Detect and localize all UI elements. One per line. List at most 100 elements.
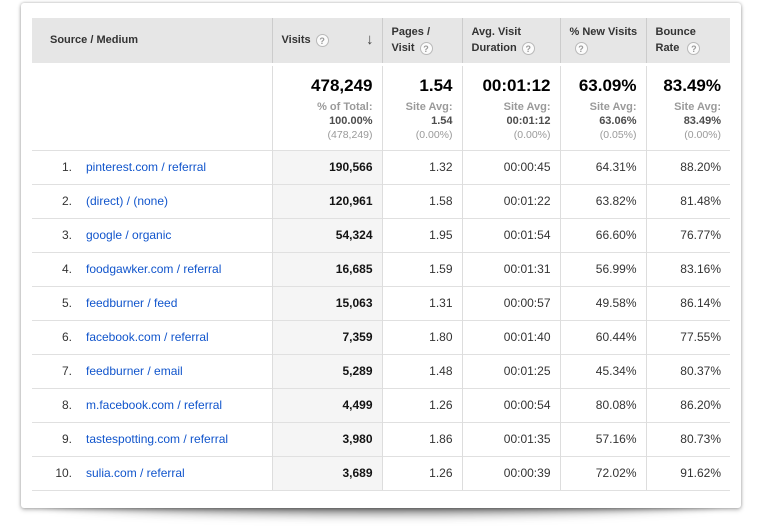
pages-per-visit-cell: 1.26 (381, 387, 462, 423)
avg-visit-duration-cell: 00:01:25 (461, 353, 560, 389)
column-header-bounce-rate[interactable]: Bounce Rate ? (645, 18, 730, 66)
source-medium-cell: 4. foodgawker.com / referral (32, 251, 272, 287)
source-medium-link[interactable]: google / organic (86, 228, 172, 243)
row-rank: 4. (61, 262, 72, 277)
table-row: 2. (direct) / (none) 120,961 1.58 00:01:2… (32, 183, 730, 219)
source-medium-cell: 6. facebook.com / referral (32, 319, 272, 355)
pct-new-visits-cell: 49.58% (559, 285, 646, 321)
column-label-wrap: Visits? (282, 32, 329, 49)
source-medium-link[interactable]: foodgawker.com / referral (86, 262, 222, 277)
row-rank: 9. (61, 432, 72, 447)
column-label: % New Visits (569, 25, 638, 38)
table-row: 8. m.facebook.com / referral 4,499 1.26 0… (32, 387, 730, 423)
source-medium-link[interactable]: feedburner / feed (86, 296, 178, 311)
visits-cell: 54,324 (271, 217, 382, 253)
source-medium-link[interactable]: tastespotting.com / referral (86, 432, 229, 447)
table-row: 10. sulia.com / referral 3,689 1.26 00:00… (32, 455, 730, 491)
pct-new-visits-cell: 56.99% (559, 251, 646, 287)
source-medium-cell: 2. (direct) / (none) (32, 183, 272, 219)
pages-per-visit-cell: 1.26 (381, 455, 462, 491)
visits-cell: 7,359 (271, 319, 382, 355)
source-medium-table: Source / Medium Visits? ↓ Pages / Visit?… (32, 18, 730, 491)
pct-new-visits-cell: 64.31% (559, 149, 646, 185)
column-label: Avg. Visit Duration (471, 25, 522, 55)
avg-visit-duration-cell: 00:00:45 (461, 149, 560, 185)
pct-new-visits-cell: 45.34% (559, 353, 646, 389)
visits-cell: 5,289 (271, 353, 382, 389)
pages-per-visit-cell: 1.59 (381, 251, 462, 287)
visits-cell: 4,499 (271, 387, 382, 423)
bounce-rate-cell: 81.48% (645, 183, 730, 219)
source-medium-cell: 5. feedburner / feed (32, 285, 272, 321)
pages-per-visit-cell: 1.48 (381, 353, 462, 389)
table-row: 1. pinterest.com / referral 190,566 1.32 … (32, 149, 730, 185)
column-header-visits[interactable]: Visits? ↓ (271, 18, 382, 66)
pages-per-visit-cell: 1.80 (381, 319, 462, 355)
source-medium-link[interactable]: m.facebook.com / referral (86, 398, 223, 413)
table-row: 7. feedburner / email 5,289 1.48 00:01:25… (32, 353, 730, 389)
summary-row: 478,249 % of Total: 100.00% (478,249) 1.… (32, 64, 730, 151)
source-medium-cell: 9. tastespotting.com / referral (32, 421, 272, 457)
source-medium-cell: 1. pinterest.com / referral (32, 149, 272, 185)
column-header-source-medium[interactable]: Source / Medium (32, 18, 272, 66)
source-medium-cell: 3. google / organic (32, 217, 272, 253)
pages-per-visit-cell: 1.31 (381, 285, 462, 321)
row-rank: 6. (61, 330, 72, 345)
visits-cell: 3,689 (271, 455, 382, 491)
bounce-rate-cell: 76.77% (645, 217, 730, 253)
summary-visits-total: 478,249 (311, 75, 373, 95)
pages-per-visit-cell: 1.58 (381, 183, 462, 219)
bounce-rate-cell: 91.62% (645, 455, 730, 491)
pages-per-visit-cell: 1.86 (381, 421, 462, 457)
column-header-pct-new-visits[interactable]: % New Visits ? (559, 18, 646, 66)
row-rank: 7. (61, 364, 72, 379)
visits-cell: 16,685 (271, 251, 382, 287)
avg-visit-duration-cell: 00:01:54 (461, 217, 560, 253)
bounce-rate-cell: 86.14% (645, 285, 730, 321)
row-rank: 8. (61, 398, 72, 413)
help-icon[interactable]: ? (521, 41, 535, 55)
table-row: 9. tastespotting.com / referral 3,980 1.8… (32, 421, 730, 457)
visits-cell: 3,980 (271, 421, 382, 457)
bounce-rate-cell: 83.16% (645, 251, 730, 287)
row-rank: 1. (61, 160, 72, 175)
source-medium-link[interactable]: pinterest.com / referral (86, 160, 207, 175)
source-medium-cell: 8. m.facebook.com / referral (32, 387, 272, 423)
source-medium-link[interactable]: sulia.com / referral (86, 466, 185, 481)
bounce-rate-cell: 88.20% (645, 149, 730, 185)
summary-pages-per-visit-cell: 1.54 Site Avg: 1.54 (0.00%) (381, 64, 462, 151)
help-icon[interactable]: ? (419, 41, 433, 55)
source-medium-cell: 10. sulia.com / referral (32, 455, 272, 491)
help-icon[interactable]: ? (687, 41, 701, 55)
summary-avg-visit-duration-cell: 00:01:12 Site Avg: 00:01:12 (0.00%) (461, 64, 560, 151)
avg-visit-duration-cell: 00:01:22 (461, 183, 560, 219)
column-header-avg-visit-duration[interactable]: Avg. Visit Duration? (461, 18, 560, 66)
summary-visits-cell: 478,249 % of Total: 100.00% (478,249) (271, 64, 382, 151)
source-medium-link[interactable]: facebook.com / referral (86, 330, 209, 345)
summary-pct-new-visits-cell: 63.09% Site Avg: 63.06% (0.05%) (559, 64, 646, 151)
summary-bounce-rate-cell: 83.49% Site Avg: 83.49% (0.00%) (645, 64, 730, 151)
source-medium-link[interactable]: feedburner / email (86, 364, 183, 379)
bounce-rate-cell: 77.55% (645, 319, 730, 355)
source-medium-link[interactable]: (direct) / (none) (86, 194, 169, 209)
help-icon[interactable]: ? (574, 41, 588, 55)
column-header-pages-per-visit[interactable]: Pages / Visit? (381, 18, 462, 66)
pct-new-visits-cell: 66.60% (559, 217, 646, 253)
row-rank: 3. (61, 228, 72, 243)
column-label: Bounce Rate (655, 25, 696, 55)
pct-new-visits-cell: 57.16% (559, 421, 646, 457)
source-medium-cell: 7. feedburner / email (32, 353, 272, 389)
pages-per-visit-cell: 1.32 (381, 149, 462, 185)
pct-new-visits-cell: 63.82% (559, 183, 646, 219)
visits-cell: 120,961 (271, 183, 382, 219)
help-icon[interactable]: ? (315, 33, 329, 47)
visits-cell: 15,063 (271, 285, 382, 321)
row-rank: 5. (61, 296, 72, 311)
bounce-rate-cell: 80.73% (645, 421, 730, 457)
avg-visit-duration-cell: 00:00:39 (461, 455, 560, 491)
table-row: 3. google / organic 54,324 1.95 00:01:54 … (32, 217, 730, 253)
table-row: 5. feedburner / feed 15,063 1.31 00:00:57… (32, 285, 730, 321)
avg-visit-duration-cell: 00:01:40 (461, 319, 560, 355)
row-rank: 10. (55, 466, 72, 481)
summary-source-cell-empty (32, 64, 272, 150)
